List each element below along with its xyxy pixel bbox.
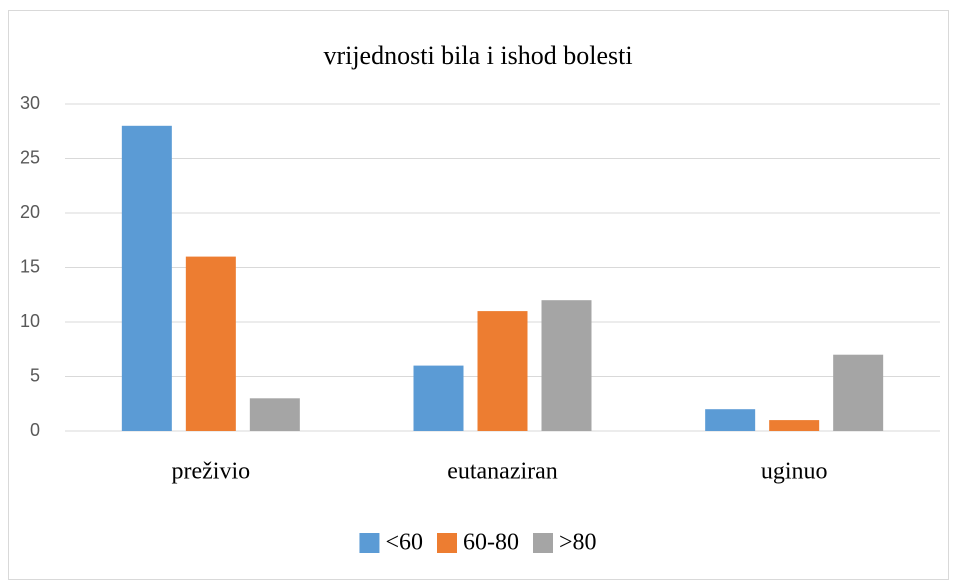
y-tick-label: 5 <box>30 365 40 385</box>
x-tick-label: uginuo <box>761 459 828 485</box>
y-tick-label: 25 <box>20 147 40 167</box>
bar <box>477 311 528 431</box>
legend-label: <60 <box>385 530 423 556</box>
legend-label: >80 <box>559 530 597 556</box>
bar <box>249 398 300 431</box>
bar <box>541 300 592 431</box>
y-tick-label: 15 <box>20 256 40 276</box>
y-tick-label: 20 <box>20 202 40 222</box>
x-tick-label: preživio <box>172 459 251 485</box>
legend-swatch <box>437 533 457 553</box>
y-tick-label: 30 <box>20 93 40 113</box>
bar <box>121 125 172 432</box>
x-tick-label: eutanaziran <box>447 459 558 485</box>
chart-title: vrijednosti bila i ishod bolesti <box>323 41 632 70</box>
bar <box>833 354 884 431</box>
y-tick-label: 10 <box>20 311 40 331</box>
legend-swatch <box>533 533 553 553</box>
bar <box>769 420 820 431</box>
bar <box>413 365 464 431</box>
legend-swatch <box>359 533 380 553</box>
y-tick-label: 0 <box>30 420 40 440</box>
bar <box>185 256 236 431</box>
bar <box>705 409 756 431</box>
legend-label: 60-80 <box>463 530 519 556</box>
